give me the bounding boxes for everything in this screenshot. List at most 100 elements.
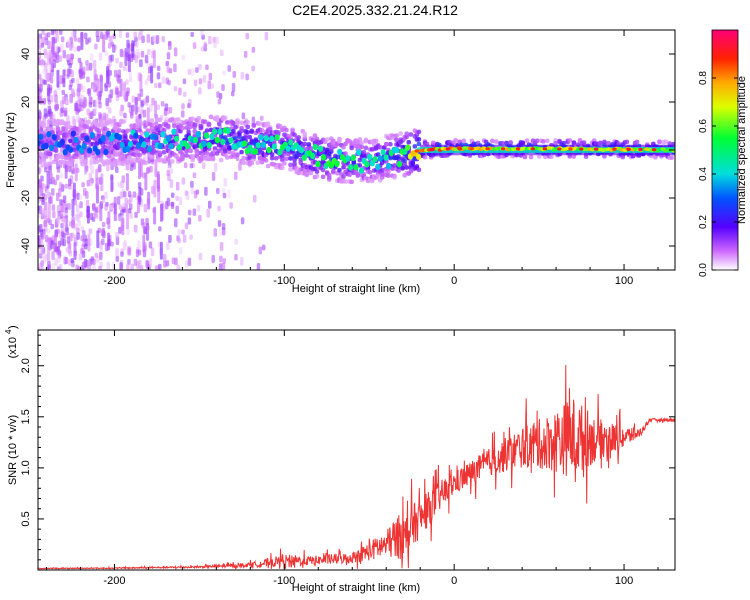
heatmap-cell [234, 254, 238, 261]
heatmap-cell [54, 94, 58, 103]
heatmap-cell [243, 50, 248, 58]
heatmap-cell [280, 157, 285, 162]
heatmap-cell [553, 141, 558, 146]
heatmap-cell [54, 45, 59, 53]
heatmap-cell [453, 138, 458, 143]
heatmap-cell [146, 107, 150, 126]
heatmap-cell [100, 173, 104, 192]
heatmap-y-tick-label: 40 [20, 48, 32, 60]
heatmap-cell [144, 172, 148, 191]
heatmap-cell [81, 182, 85, 188]
heatmap-cell [127, 245, 131, 255]
heatmap-cell [549, 154, 554, 159]
heatmap-cell [337, 167, 342, 173]
heatmap-cell [115, 231, 119, 239]
heatmap-cell [218, 157, 224, 163]
heatmap-cell [251, 65, 255, 72]
heatmap-cell [118, 30, 123, 38]
heatmap-cell [173, 86, 178, 92]
heatmap-cell [80, 94, 85, 102]
heatmap-ridge-cell [144, 131, 150, 138]
heatmap-cell [355, 171, 361, 177]
heatmap-cell [91, 203, 96, 212]
heatmap-ridge-cell [70, 130, 76, 137]
heatmap-cell [508, 140, 513, 145]
heatmap-cell [61, 160, 67, 165]
heatmap-cell [73, 46, 77, 53]
colorbar-label: Normalized spectral amplitude [736, 76, 748, 224]
heatmap-ridge-cell [394, 146, 400, 154]
snr-y-scale: (x10 4 ) [4, 325, 19, 358]
heatmap-cell [182, 234, 187, 243]
heatmap-cell [490, 138, 495, 144]
heatmap-cell [202, 119, 208, 124]
heatmap-cell [70, 157, 75, 163]
heatmap-cell [98, 52, 103, 61]
heatmap-cell [181, 54, 186, 61]
heatmap-cell [251, 122, 257, 128]
heatmap-ridge-cell [46, 131, 52, 138]
heatmap-cell [216, 91, 220, 98]
heatmap-cell [108, 35, 113, 43]
snr-y-scale-label: (x10 [7, 337, 19, 358]
heatmap-cell [149, 118, 155, 123]
heatmap-cell [108, 119, 114, 124]
heatmap-cell [78, 253, 83, 261]
heatmap-cell [47, 50, 51, 58]
snr-y-scale-exponent: 4 [4, 329, 13, 334]
heatmap-cell [56, 69, 60, 88]
heatmap-cell [59, 154, 65, 159]
heatmap-ridge-cell [334, 160, 340, 168]
heatmap-ridge-cell [366, 153, 373, 161]
heatmap-cell [41, 121, 47, 126]
heatmap-cell [602, 139, 607, 145]
heatmap-cell [117, 181, 121, 188]
heatmap-cell [72, 147, 77, 153]
heatmap-cell [406, 139, 411, 145]
heatmap-cell [88, 101, 93, 108]
heatmap-cell [143, 160, 149, 166]
heatmap-peak-cell [429, 147, 434, 152]
heatmap-ridge-cell [184, 142, 191, 150]
heatmap-cell [245, 130, 250, 135]
heatmap-cell [416, 129, 422, 135]
heatmap-cell [119, 78, 123, 97]
heatmap-cell [249, 129, 255, 134]
heatmap-cell [43, 219, 48, 227]
heatmap-cell [528, 154, 534, 160]
heatmap-cell [125, 79, 129, 85]
heatmap-cell [172, 123, 177, 129]
heatmap-cell [216, 187, 220, 194]
heatmap-cell [119, 262, 123, 270]
heatmap-cell [190, 186, 195, 195]
heatmap-cell [187, 217, 192, 225]
heatmap-cell [137, 157, 142, 162]
heatmap-ridge-cell [220, 138, 226, 146]
heatmap-ridge-cell [62, 149, 68, 156]
heatmap-cell [269, 152, 275, 157]
heatmap-cell [115, 255, 120, 262]
heatmap-cell [233, 125, 238, 130]
heatmap-cell [170, 192, 175, 198]
heatmap-cell [190, 157, 195, 163]
heatmap-cell [141, 35, 145, 44]
heatmap-peak-cell [500, 147, 506, 151]
heatmap-cell [39, 78, 44, 86]
heatmap-cell [115, 57, 119, 64]
heatmap-cell [208, 200, 212, 209]
heatmap-cell [137, 249, 142, 256]
heatmap-cell [43, 161, 49, 166]
heatmap-cell [102, 126, 108, 132]
heatmap-cell [116, 216, 120, 222]
heatmap-cell [310, 137, 316, 143]
heatmap-ridge-cell [119, 141, 125, 149]
heatmap-cell [208, 72, 213, 81]
snr-panel: -200 -100 0 100 0.5 1.0 1.5 2.0 Height of stra… [4, 325, 676, 594]
heatmap-cell [392, 163, 397, 168]
heatmap-peak-cell [626, 147, 631, 151]
heatmap-cell [109, 89, 113, 99]
heatmap-cell [183, 162, 188, 169]
heatmap-peak-cell [530, 147, 535, 151]
heatmap-cell [343, 179, 348, 184]
heatmap-cell [178, 196, 183, 206]
